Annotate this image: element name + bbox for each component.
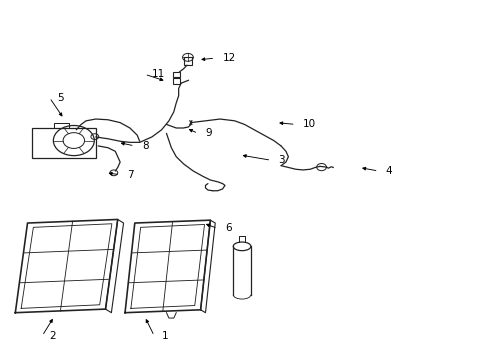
Text: 6: 6 (224, 224, 231, 233)
Text: 11: 11 (152, 69, 165, 79)
Bar (183, 57, 192, 65)
Text: 3: 3 (278, 155, 285, 165)
Text: 12: 12 (222, 53, 235, 63)
Bar (32, 128, 96, 158)
Bar (172, 72, 179, 77)
Text: 4: 4 (385, 166, 392, 176)
Bar (172, 78, 179, 84)
Text: 1: 1 (161, 331, 168, 341)
Text: 10: 10 (303, 120, 315, 129)
Text: 9: 9 (205, 129, 212, 138)
Text: 5: 5 (57, 93, 63, 103)
Text: 2: 2 (49, 331, 56, 341)
Text: 8: 8 (142, 141, 148, 151)
Text: 7: 7 (127, 170, 134, 180)
